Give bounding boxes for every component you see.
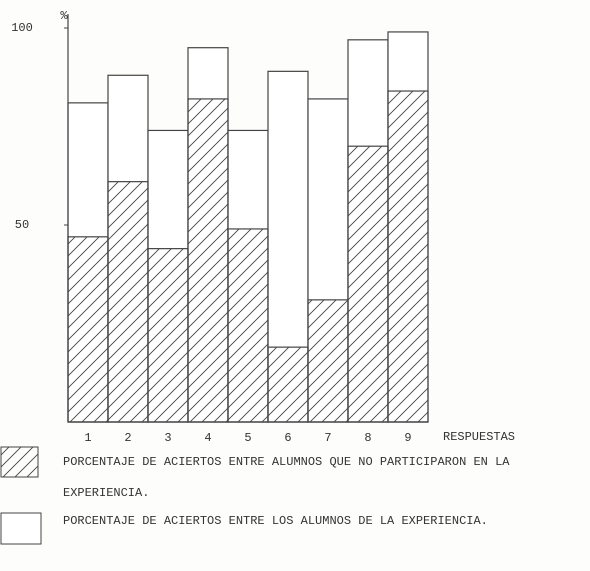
y-tick-label: 50 [15,218,29,232]
y-axis-label: % [60,9,68,23]
x-tick-label: 8 [364,431,371,445]
legend-swatch-hatched [0,446,39,478]
x-axis-label: RESPUESTAS [443,430,515,444]
bar [307,299,349,423]
bar [267,346,309,423]
x-tick-label: 7 [324,431,331,445]
bar [387,90,429,423]
bar [187,98,229,423]
bar [107,181,149,423]
x-tick-label: 2 [124,431,131,445]
legend-entry: PORCENTAJE DE ACIERTOS ENTRE LOS ALUMNOS… [63,514,488,528]
x-tick-label: 1 [84,431,91,445]
x-tick-label: 4 [204,431,211,445]
x-tick-label: 5 [244,431,251,445]
bar [227,228,269,423]
bar [147,248,189,423]
legend-entry: PORCENTAJE DE ACIERTOS ENTRE ALUMNOS QUE… [63,455,510,500]
bar [347,145,389,423]
x-tick-label: 6 [284,431,291,445]
x-tick-label: 9 [404,431,411,445]
legend-swatch-white [0,512,42,545]
bar [67,236,109,423]
x-tick-label: 3 [164,431,171,445]
y-tick-label: 100 [11,21,33,35]
